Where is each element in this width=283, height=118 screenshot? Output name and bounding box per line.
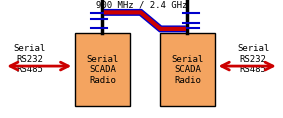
Bar: [75, 33, 130, 106]
Text: Serial
RS232
RS485: Serial RS232 RS485: [14, 44, 46, 74]
Text: Serial
SCADA
Radio: Serial SCADA Radio: [171, 55, 203, 84]
Text: 900 MHz / 2.4 GHz: 900 MHz / 2.4 GHz: [96, 0, 187, 9]
Bar: [160, 33, 215, 106]
Text: Serial
SCADA
Radio: Serial SCADA Radio: [87, 55, 119, 84]
Text: Serial
RS232
RS485: Serial RS232 RS485: [237, 44, 269, 74]
